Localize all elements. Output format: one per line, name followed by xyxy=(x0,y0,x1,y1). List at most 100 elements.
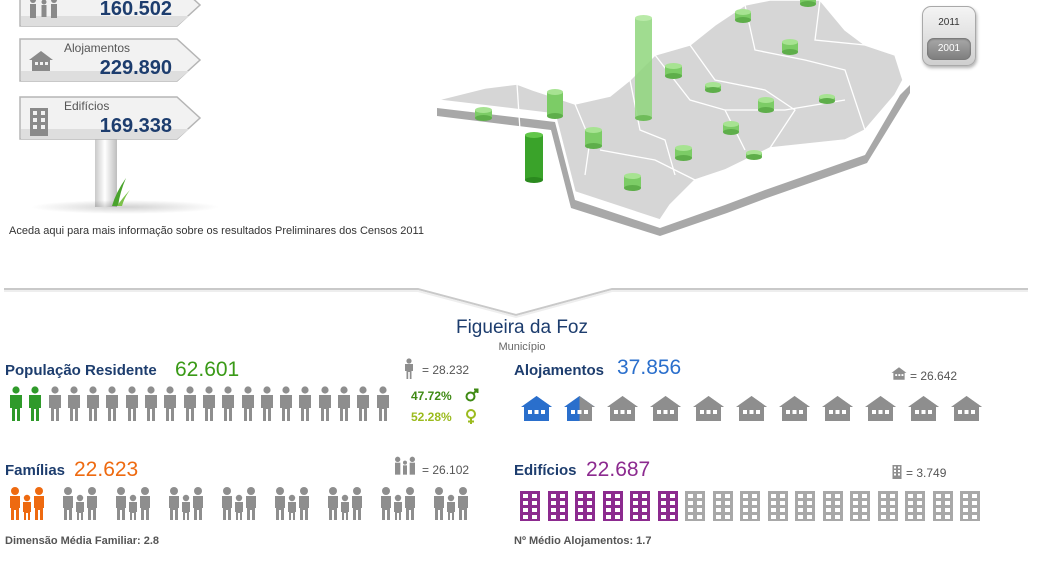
building-icon xyxy=(932,490,954,527)
person-icon xyxy=(259,386,275,427)
house-icon xyxy=(649,394,682,427)
house-icon xyxy=(606,394,639,427)
house-icon xyxy=(950,394,983,427)
person-legend-icon xyxy=(403,358,415,385)
families-value: 22.623 xyxy=(74,458,139,481)
house-icon xyxy=(907,394,940,427)
year-switch: 2011 2001 xyxy=(922,6,976,66)
person-icon xyxy=(220,386,236,427)
family-icon xyxy=(379,486,417,527)
person-icon xyxy=(143,386,159,427)
person-icon xyxy=(8,386,24,427)
population-legend-value: = 28.232 xyxy=(422,363,470,377)
male-symbol-icon xyxy=(465,388,479,407)
grass-icon xyxy=(112,178,130,206)
family-icon xyxy=(114,486,152,527)
person-icon xyxy=(317,386,333,427)
person-icon xyxy=(201,386,217,427)
building-icon xyxy=(684,490,706,527)
family-icon xyxy=(61,486,99,527)
sign-housing[interactable]: Alojamentos 229.890 xyxy=(17,37,202,83)
person-icon xyxy=(182,386,198,427)
families-label: Famílias xyxy=(5,462,66,479)
housing-legend-value: = 26.642 xyxy=(910,369,958,383)
section-divider xyxy=(4,288,1028,319)
family-icon xyxy=(220,486,258,527)
female-percentage: 52.28% xyxy=(411,410,452,424)
building-legend-icon xyxy=(891,462,903,487)
building-icon xyxy=(712,490,734,527)
building-icon xyxy=(602,490,624,527)
building-icon xyxy=(877,490,899,527)
person-icon xyxy=(27,386,43,427)
families-legend-value: = 26.102 xyxy=(422,463,470,477)
sign-buildings-value: 169.338 xyxy=(99,115,172,137)
census-info-link[interactable]: Aceda aqui para mais informação sobre os… xyxy=(9,225,424,237)
housing-value: 37.856 xyxy=(617,356,682,379)
average-family-size: Dimensão Média Familiar: 2.8 xyxy=(5,535,160,547)
sign-buildings-label: Edifícios xyxy=(64,99,110,113)
person-icon xyxy=(278,386,294,427)
house-icon xyxy=(692,394,725,427)
person-icon xyxy=(240,386,256,427)
map-bars xyxy=(475,0,835,191)
building-icon xyxy=(767,490,789,527)
person-icon xyxy=(104,386,120,427)
building-icon xyxy=(904,490,926,527)
building-icon xyxy=(519,490,541,527)
person-icon xyxy=(336,386,352,427)
person-icon xyxy=(297,386,313,427)
person-icon xyxy=(85,386,101,427)
building-icon xyxy=(547,490,569,527)
population-icon-row xyxy=(8,386,394,427)
municipality-type: Município xyxy=(498,341,546,353)
person-icon xyxy=(375,386,391,427)
families-icon-row xyxy=(8,486,485,527)
buildings-label: Edifícios xyxy=(514,462,577,479)
municipality-map[interactable] xyxy=(425,0,925,240)
house-icon xyxy=(864,394,897,427)
buildings-value: 22.687 xyxy=(586,458,651,481)
building-icon xyxy=(959,490,981,527)
building-icon xyxy=(849,490,871,527)
building-icon xyxy=(629,490,651,527)
sign-residents[interactable]: 160.502 xyxy=(17,0,202,28)
sign-buildings[interactable]: Edifícios 169.338 xyxy=(17,95,202,141)
sign-housing-value: 229.890 xyxy=(99,57,172,79)
year-2011-button[interactable]: 2011 xyxy=(938,17,960,28)
family-legend-icon xyxy=(393,456,417,481)
average-housing-per-building: Nº Médio Alojamentos: 1.7 xyxy=(514,535,652,547)
family-icon xyxy=(8,486,46,527)
family-icon xyxy=(326,486,364,527)
sign-housing-label: Alojamentos xyxy=(64,41,131,55)
male-percentage: 47.72% xyxy=(411,389,452,403)
housing-icon-row xyxy=(520,394,993,427)
house-icon xyxy=(735,394,768,427)
building-icon xyxy=(739,490,761,527)
building-icon xyxy=(822,490,844,527)
year-2001-button[interactable]: 2001 xyxy=(927,38,971,60)
house-icon xyxy=(520,394,553,427)
person-icon xyxy=(355,386,371,427)
female-symbol-icon xyxy=(465,409,477,430)
building-icon xyxy=(794,490,816,527)
housing-label: Alojamentos xyxy=(514,362,605,379)
signpost-pole xyxy=(95,135,117,207)
municipality-name: Figueira da Foz xyxy=(455,317,588,338)
house-icon xyxy=(821,394,854,427)
sign-residents-value: 160.502 xyxy=(99,0,172,20)
person-icon xyxy=(47,386,63,427)
building-icon xyxy=(657,490,679,527)
population-label: População Residente xyxy=(5,362,157,379)
person-icon xyxy=(66,386,82,427)
house-legend-icon xyxy=(890,366,908,386)
person-icon xyxy=(162,386,178,427)
building-icon xyxy=(574,490,596,527)
house-icon xyxy=(778,394,811,427)
family-icon xyxy=(432,486,470,527)
person-icon xyxy=(124,386,140,427)
signpost-shadow xyxy=(30,200,220,214)
family-icon xyxy=(167,486,205,527)
population-value: 62.601 xyxy=(175,358,240,381)
buildings-icon-row xyxy=(519,490,987,527)
